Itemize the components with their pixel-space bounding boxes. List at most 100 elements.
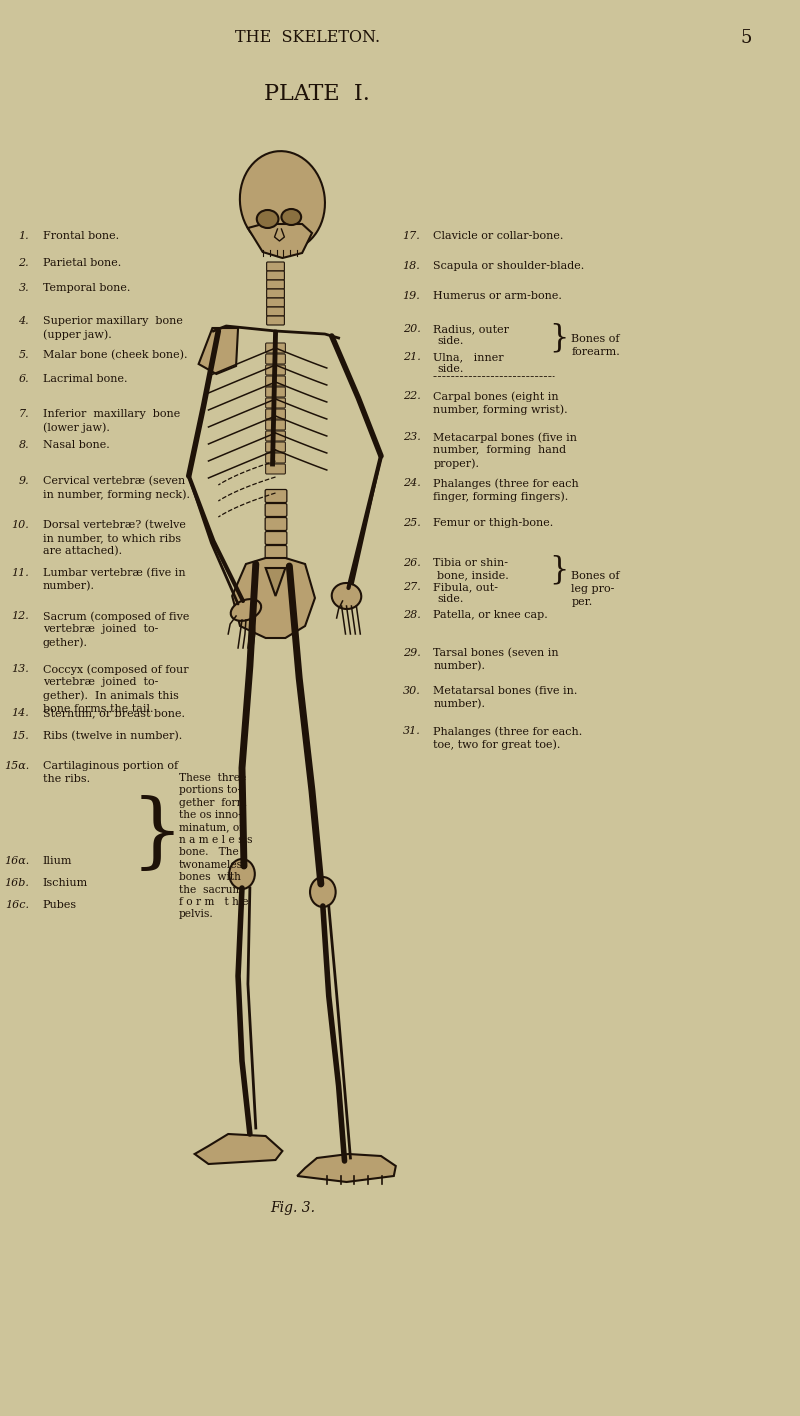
Text: Ilium: Ilium	[43, 857, 72, 867]
Ellipse shape	[230, 599, 261, 620]
FancyBboxPatch shape	[266, 280, 284, 289]
Text: Cartilaginous portion of
the ribs.: Cartilaginous portion of the ribs.	[43, 760, 178, 784]
Text: 11.: 11.	[11, 568, 29, 578]
Text: Bones of
leg pro-
per.: Bones of leg pro- per.	[571, 571, 620, 606]
Text: }: }	[130, 794, 184, 875]
Ellipse shape	[282, 210, 301, 225]
Text: Malar bone (cheek bone).: Malar bone (cheek bone).	[43, 350, 187, 360]
Text: 23.: 23.	[402, 432, 421, 442]
FancyBboxPatch shape	[266, 297, 284, 307]
Polygon shape	[198, 329, 238, 374]
FancyBboxPatch shape	[265, 531, 287, 545]
Text: 6.: 6.	[18, 374, 29, 384]
Text: Temporal bone.: Temporal bone.	[43, 283, 130, 293]
Text: Fig. 3.: Fig. 3.	[270, 1201, 314, 1215]
FancyBboxPatch shape	[266, 387, 286, 396]
Text: Dorsal vertebræ? (twelve
in number, to which ribs
are attached).: Dorsal vertebræ? (twelve in number, to w…	[43, 520, 186, 556]
Text: 13.: 13.	[11, 664, 29, 674]
Text: 28.: 28.	[402, 610, 421, 620]
Text: 17.: 17.	[402, 231, 421, 241]
FancyBboxPatch shape	[266, 421, 286, 430]
Text: 16α.: 16α.	[4, 857, 29, 867]
Text: Frontal bone.: Frontal bone.	[43, 231, 119, 241]
Text: Carpal bones (eight in
number, forming wrist).: Carpal bones (eight in number, forming w…	[434, 391, 568, 415]
Polygon shape	[248, 224, 312, 258]
Polygon shape	[266, 568, 286, 596]
Text: Bones of
forearm.: Bones of forearm.	[571, 334, 620, 357]
Text: Phalanges (three for each
finger, forming fingers).: Phalanges (three for each finger, formin…	[434, 479, 579, 503]
FancyBboxPatch shape	[266, 365, 286, 375]
Text: Ulna,   inner: Ulna, inner	[434, 353, 504, 362]
Text: THE  SKELETON.: THE SKELETON.	[234, 30, 380, 47]
Text: Fibula, out-: Fibula, out-	[434, 582, 498, 592]
Text: Cervical vertebræ (seven
in number, forming neck).: Cervical vertebræ (seven in number, form…	[43, 476, 190, 500]
Text: 27.: 27.	[402, 582, 421, 592]
Text: 12.: 12.	[11, 610, 29, 622]
Text: Ischium: Ischium	[43, 878, 88, 888]
Text: Lacrimal bone.: Lacrimal bone.	[43, 374, 127, 384]
Text: Lumbar vertebræ (five in
number).: Lumbar vertebræ (five in number).	[43, 568, 186, 592]
Text: Clavicle or collar-bone.: Clavicle or collar-bone.	[434, 231, 564, 241]
Text: Inferior  maxillary  bone
(lower jaw).: Inferior maxillary bone (lower jaw).	[43, 409, 180, 432]
FancyBboxPatch shape	[266, 453, 286, 463]
FancyBboxPatch shape	[265, 545, 287, 558]
Ellipse shape	[310, 877, 336, 908]
Text: side.: side.	[437, 364, 463, 374]
Text: 24.: 24.	[402, 479, 421, 489]
FancyBboxPatch shape	[265, 490, 287, 503]
FancyBboxPatch shape	[266, 307, 284, 316]
Text: }: }	[549, 323, 568, 354]
Text: side.: side.	[437, 336, 463, 346]
FancyBboxPatch shape	[266, 430, 286, 440]
Text: 1.: 1.	[18, 231, 29, 241]
FancyBboxPatch shape	[266, 316, 284, 326]
Text: Patella, or knee cap.: Patella, or knee cap.	[434, 610, 548, 620]
Text: Sternum, or breast bone.: Sternum, or breast bone.	[43, 708, 185, 718]
Text: 16b.: 16b.	[4, 878, 29, 888]
Text: These  three
portions to-
gether  form
the os inno-
minatum, or
n a m e l e s s
: These three portions to- gether form the…	[179, 773, 252, 919]
Text: 3.: 3.	[18, 283, 29, 293]
Text: Parietal bone.: Parietal bone.	[43, 258, 121, 268]
FancyBboxPatch shape	[266, 409, 286, 419]
Text: 18.: 18.	[402, 261, 421, 270]
Text: 30.: 30.	[402, 685, 421, 697]
Text: 5.: 5.	[18, 350, 29, 360]
Text: 21.: 21.	[402, 353, 421, 362]
Ellipse shape	[240, 152, 325, 251]
FancyBboxPatch shape	[265, 504, 287, 517]
Text: 19.: 19.	[402, 292, 421, 302]
Text: 15.: 15.	[11, 731, 29, 741]
Text: Tarsal bones (seven in
number).: Tarsal bones (seven in number).	[434, 649, 559, 671]
Text: 15α.: 15α.	[4, 760, 29, 770]
Text: 10.: 10.	[11, 520, 29, 530]
FancyBboxPatch shape	[266, 398, 286, 408]
Text: Phalanges (three for each.
toe, two for great toe).: Phalanges (three for each. toe, two for …	[434, 726, 582, 750]
Text: 16c.: 16c.	[5, 901, 29, 910]
Text: 8.: 8.	[18, 440, 29, 450]
Text: 14.: 14.	[11, 708, 29, 718]
Text: 2.: 2.	[18, 258, 29, 268]
FancyBboxPatch shape	[266, 354, 286, 364]
Text: Metatarsal bones (five in.
number).: Metatarsal bones (five in. number).	[434, 685, 578, 709]
Text: 5: 5	[740, 28, 751, 47]
Text: Pubes: Pubes	[43, 901, 77, 910]
Ellipse shape	[229, 860, 255, 889]
Text: side.: side.	[437, 593, 463, 605]
Text: Superior maxillary  bone
(upper jaw).: Superior maxillary bone (upper jaw).	[43, 316, 182, 340]
Text: Sacrum (composed of five
vertebræ  joined  to-
gether).: Sacrum (composed of five vertebræ joined…	[43, 610, 190, 649]
FancyBboxPatch shape	[266, 464, 286, 474]
FancyBboxPatch shape	[266, 377, 286, 387]
Text: 7.: 7.	[18, 409, 29, 419]
Text: Ribs (twelve in number).: Ribs (twelve in number).	[43, 731, 182, 742]
Text: 22.: 22.	[402, 391, 421, 401]
Text: 26.: 26.	[402, 558, 421, 568]
Text: Coccyx (composed of four
vertebræ  joined  to-
gether).  In animals this
bone fo: Coccyx (composed of four vertebræ joined…	[43, 664, 189, 714]
Polygon shape	[194, 1134, 282, 1164]
Ellipse shape	[332, 583, 362, 609]
FancyBboxPatch shape	[266, 262, 284, 270]
FancyBboxPatch shape	[266, 442, 286, 452]
Text: Scapula or shoulder-blade.: Scapula or shoulder-blade.	[434, 261, 585, 270]
Text: Radius, outer: Radius, outer	[434, 324, 510, 334]
Text: 31.: 31.	[402, 726, 421, 736]
Text: Metacarpal bones (five in
number,  forming  hand
proper).: Metacarpal bones (five in number, formin…	[434, 432, 578, 469]
